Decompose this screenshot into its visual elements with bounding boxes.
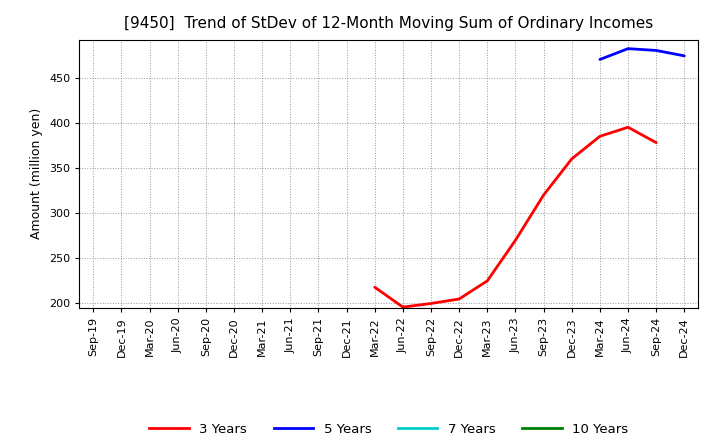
Y-axis label: Amount (million yen): Amount (million yen) — [30, 108, 43, 239]
Legend: 3 Years, 5 Years, 7 Years, 10 Years: 3 Years, 5 Years, 7 Years, 10 Years — [144, 418, 634, 440]
Title: [9450]  Trend of StDev of 12-Month Moving Sum of Ordinary Incomes: [9450] Trend of StDev of 12-Month Moving… — [124, 16, 654, 32]
